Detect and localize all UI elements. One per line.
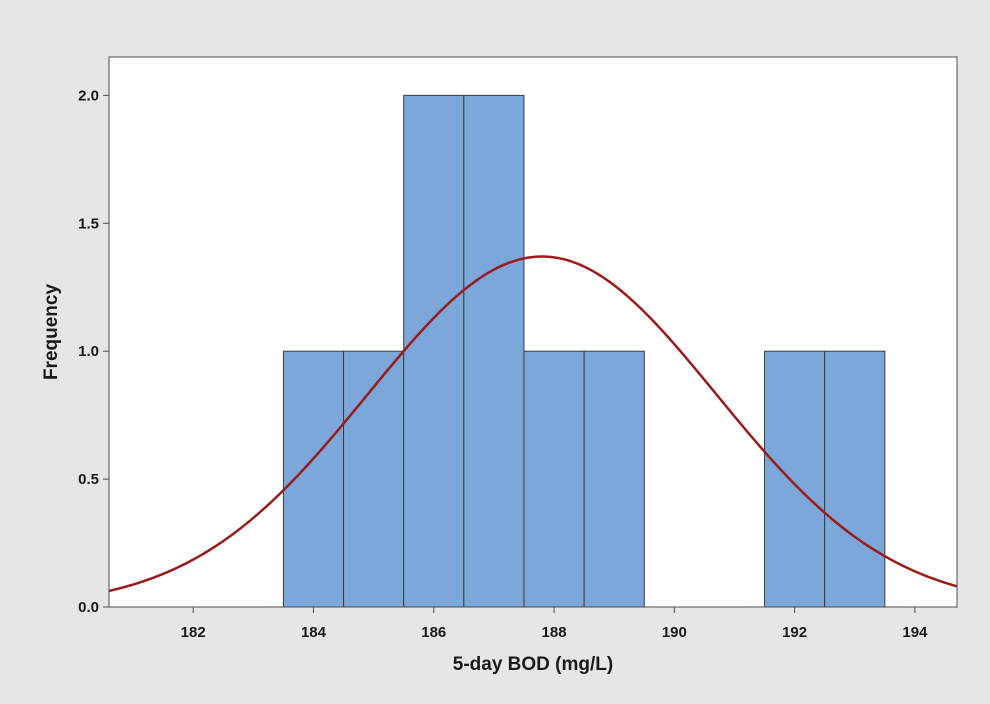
x-axis-title: 5-day BOD (mg/L) [453, 654, 613, 675]
y-axis: 0.0 0.5 1.0 1.5 2.0 [78, 87, 109, 616]
y-tick-label: 2.0 [78, 87, 99, 104]
histogram-bar [584, 351, 644, 607]
x-tick-label: 186 [421, 624, 446, 641]
histogram-bar [825, 351, 885, 607]
histogram-bar [404, 95, 464, 607]
y-tick-label: 1.0 [78, 343, 99, 360]
x-tick-label: 190 [662, 624, 687, 641]
y-tick-label: 0.0 [78, 599, 99, 616]
y-axis-title: Frequency [41, 284, 62, 381]
histogram-bar [344, 351, 404, 607]
x-tick-label: 188 [542, 624, 567, 641]
x-tick-label: 182 [181, 624, 206, 641]
histogram-bar [464, 95, 524, 607]
histogram-bar [765, 351, 825, 607]
y-tick-label: 0.5 [78, 471, 99, 488]
histogram-bar [283, 351, 343, 607]
x-tick-label: 194 [902, 624, 928, 641]
x-tick-label: 184 [301, 624, 327, 641]
x-axis: 182 184 186 188 190 192 194 [181, 607, 928, 641]
x-tick-label: 192 [782, 624, 807, 641]
histogram-bar [524, 351, 584, 607]
y-tick-label: 1.5 [78, 215, 99, 232]
